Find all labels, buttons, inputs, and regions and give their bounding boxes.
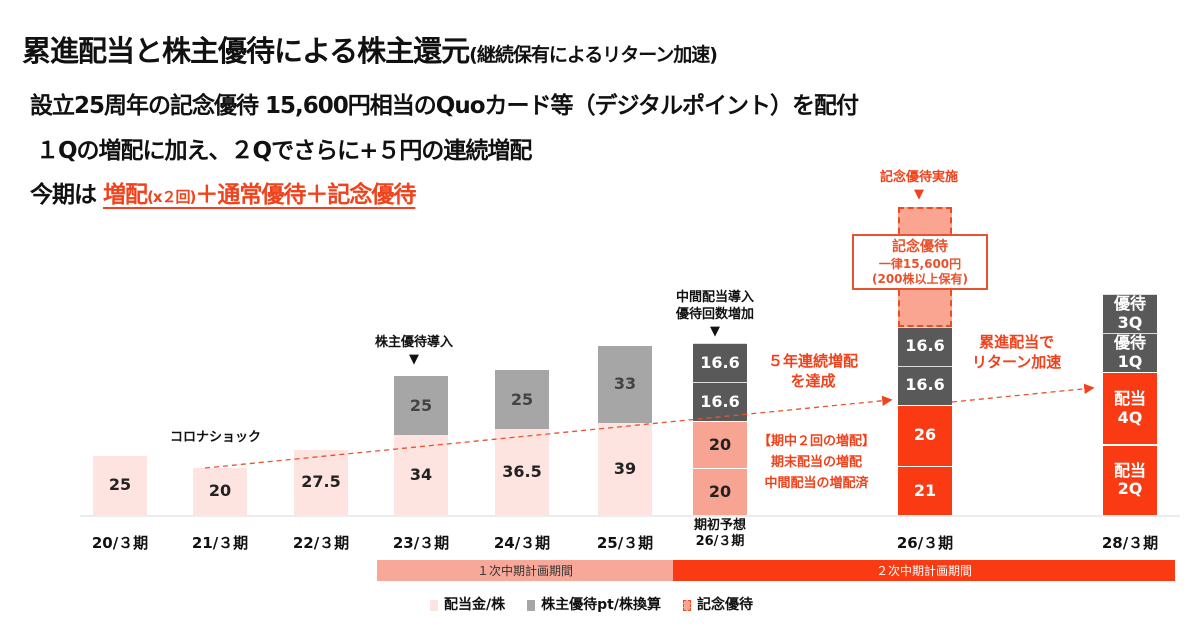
hl-part2: ＋通常優待＋記念優待 bbox=[195, 182, 416, 208]
trend-arrow-1 bbox=[204, 395, 893, 469]
benefit-intro-text: 株主優待導入 bbox=[375, 335, 454, 350]
hl-part1: 増配 bbox=[103, 182, 148, 208]
bar-dividend: 25 bbox=[93, 456, 147, 515]
memorial-impl-note: 記念優待実施 ▼ bbox=[880, 170, 958, 204]
headline-1: 設立25周年の記念優待 15,600円相当のQuoカード等（デジタルポイント）を… bbox=[30, 93, 859, 119]
bar-benefit: 25 bbox=[394, 376, 448, 436]
bar-target-benefit: 優待 1Q bbox=[1103, 332, 1157, 372]
period-1-band: １次中期計画期間 bbox=[377, 560, 673, 581]
legend-benefit: 株主優待pt/株換算 bbox=[527, 594, 661, 614]
bar-benefit: 16.6 bbox=[898, 326, 952, 366]
hl-small: (x２回) bbox=[147, 188, 196, 206]
legend-label: 株主優待pt/株換算 bbox=[541, 597, 661, 613]
bar-benefit: 25 bbox=[495, 370, 549, 430]
legend-label: 配当金/株 bbox=[444, 597, 506, 613]
headline-3: 今期は 増配(x２回)＋通常優待＋記念優待 bbox=[30, 175, 416, 209]
legend-dividend: 配当金/株 bbox=[430, 594, 505, 614]
headline-2: １Qの増配に加え、２Qでさらに+５円の連続増配 bbox=[36, 138, 532, 164]
headline-3-highlight: 増配(x２回)＋通常優待＋記念優待 bbox=[103, 182, 416, 208]
page-title: 累進配当と株主優待による株主還元(継続保有によるリターン加速) bbox=[22, 28, 718, 70]
interim-intro-text: 中間配当導入 優待回数増加 bbox=[676, 290, 755, 322]
x-tick-label: 24/３期 bbox=[493, 534, 551, 552]
corona-note: コロナショック bbox=[170, 430, 262, 445]
bar-benefit: 16.6 bbox=[693, 342, 747, 382]
bar-benefit: 16.6 bbox=[693, 381, 747, 421]
bar-benefit: 16.6 bbox=[898, 365, 952, 405]
bar-dividend: 36.5 bbox=[495, 429, 549, 515]
x-tick-label: 21/３期 bbox=[191, 534, 249, 552]
bar-target-benefit: 優待 3Q bbox=[1103, 293, 1157, 333]
bar-dividend: 27.5 bbox=[294, 450, 348, 515]
down-triangle-icon: ▼ bbox=[914, 186, 924, 202]
legend-swatch bbox=[682, 599, 691, 611]
trend-arrow-2 bbox=[951, 383, 1095, 403]
bar-target-dividend: 配当 4Q bbox=[1103, 371, 1157, 445]
legend-memorial: 記念優待 bbox=[682, 594, 753, 614]
x-tick-label: 期初予想 26/３期 bbox=[693, 518, 747, 549]
bar-dividend: 21 bbox=[898, 465, 952, 515]
x-tick-label: 26/３期 bbox=[896, 534, 954, 552]
two-increase-note: 【期中２回の増配】 期末配当の増配 中間配当の増配済 bbox=[758, 434, 876, 491]
legend: 配当金/株 株主優待pt/株換算 記念優待 bbox=[430, 594, 753, 614]
down-triangle-icon: ▼ bbox=[409, 351, 419, 367]
legend-label: 記念優待 bbox=[696, 597, 753, 613]
bar-dividend-forecast: 20 bbox=[693, 468, 747, 515]
bar-target-dividend: 配当 2Q bbox=[1103, 444, 1157, 515]
bar-dividend-forecast: 20 bbox=[693, 421, 747, 468]
x-tick-label: 25/３期 bbox=[596, 534, 654, 552]
memorial-callout: 記念優待 一律15,600円 (200株以上保有) bbox=[852, 234, 988, 290]
x-tick-label: 28/３期 bbox=[1101, 534, 1159, 552]
memorial-callout-line: 記念優待 bbox=[892, 239, 948, 255]
title-sub: (継続保有によるリターン加速) bbox=[469, 44, 718, 66]
benefit-intro-note: 株主優待導入 ▼ bbox=[375, 335, 453, 369]
x-tick-label: 22/３期 bbox=[292, 534, 350, 552]
down-triangle-icon: ▼ bbox=[710, 323, 720, 339]
headline-3-prefix: 今期は bbox=[30, 182, 104, 208]
title-main: 累進配当と株主優待による株主還元 bbox=[22, 34, 470, 68]
progressive-note: 累進配当で リターン加速 bbox=[972, 333, 1062, 371]
x-tick-label: 23/３期 bbox=[392, 534, 450, 552]
period-2-band: ２次中期計画期間 bbox=[673, 560, 1175, 581]
x-tick-label: 20/３期 bbox=[91, 534, 149, 552]
interim-intro-note: 中間配当導入 優待回数増加 ▼ bbox=[676, 290, 754, 341]
bar-benefit: 33 bbox=[598, 345, 652, 424]
memorial-impl-text: 記念優待実施 bbox=[880, 170, 959, 185]
legend-swatch bbox=[430, 599, 438, 611]
memorial-callout-line: (200株以上保有) bbox=[871, 271, 969, 286]
bar-dividend: 20 bbox=[193, 468, 247, 515]
bar-dividend: 26 bbox=[898, 404, 952, 466]
memorial-callout-line: 一律15,600円 bbox=[878, 256, 962, 271]
bar-dividend: 39 bbox=[598, 423, 652, 515]
legend-swatch bbox=[527, 599, 536, 611]
five-year-note: ５年連続増配 を達成 bbox=[768, 352, 859, 390]
